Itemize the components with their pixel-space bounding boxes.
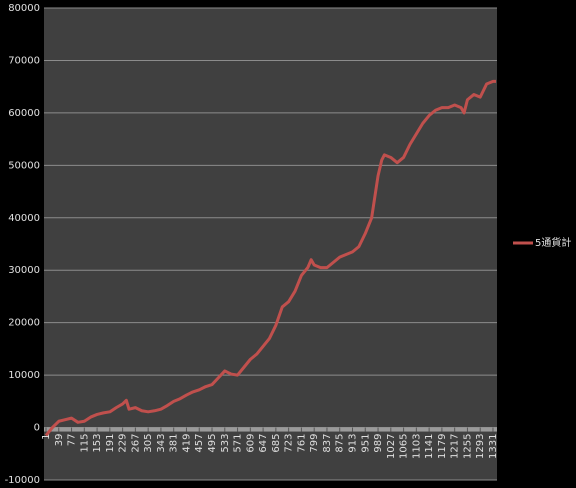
x-axis-band — [44, 427, 497, 432]
y-tick-label: 0 — [34, 423, 40, 434]
x-tick-label: 1255 — [462, 434, 473, 459]
data-line — [44, 79, 496, 437]
x-tick-label: 647 — [258, 434, 269, 453]
x-tick-label: 267 — [130, 434, 141, 453]
x-tick-label: 419 — [181, 434, 192, 453]
x-tick-label: 761 — [296, 434, 307, 453]
x-tick-label: 609 — [245, 434, 256, 453]
x-tick-label: 723 — [284, 434, 295, 453]
y-tick-label: 30000 — [8, 265, 40, 276]
x-tick-label: 1103 — [411, 434, 422, 459]
x-tick-label: 495 — [207, 434, 218, 453]
legend-label: 5通貨計 — [535, 236, 571, 249]
y-tick-label: -10000 — [5, 475, 40, 486]
x-tick-label: 533 — [220, 434, 231, 453]
x-tick-label: 837 — [322, 434, 333, 453]
x-tick-label: 1141 — [424, 434, 435, 459]
x-tick-label: 153 — [92, 434, 103, 453]
x-tick-label: 1 — [41, 434, 52, 440]
x-tick-label: 77 — [67, 434, 78, 447]
x-tick-label: 1027 — [386, 434, 397, 459]
x-tick-label: 875 — [335, 434, 346, 453]
x-tick-label: 571 — [233, 434, 244, 453]
x-tick-label: 1331 — [488, 434, 499, 459]
x-tick-label: 989 — [373, 434, 384, 453]
x-tick-label: 457 — [194, 434, 205, 453]
x-tick-label: 191 — [105, 434, 116, 453]
x-tick-label: 799 — [309, 434, 320, 453]
x-tick-label: 913 — [347, 434, 358, 453]
x-tick-label: 305 — [143, 434, 154, 453]
x-tick-label: 381 — [169, 434, 180, 453]
x-tick-label: 685 — [271, 434, 282, 453]
x-tick-label: 229 — [118, 434, 129, 453]
x-tick-label: 39 — [54, 434, 65, 447]
y-tick-label: 50000 — [8, 160, 40, 171]
x-tick-label: 343 — [156, 434, 167, 453]
y-tick-label: 10000 — [8, 370, 40, 381]
y-tick-label: 80000 — [8, 3, 40, 14]
y-tick-label: 60000 — [8, 108, 40, 119]
x-tick-label: 1065 — [399, 434, 410, 459]
x-tick-label: 951 — [360, 434, 371, 453]
y-tick-label: 20000 — [8, 318, 40, 329]
x-tick-label: 1293 — [475, 434, 486, 459]
y-tick-label: 40000 — [8, 213, 40, 224]
x-tick-label: 115 — [79, 434, 90, 453]
x-tick-label: 1217 — [450, 434, 461, 459]
y-tick-label: 70000 — [8, 55, 40, 66]
plot-area — [44, 8, 497, 480]
x-tick-label: 1179 — [437, 434, 448, 459]
